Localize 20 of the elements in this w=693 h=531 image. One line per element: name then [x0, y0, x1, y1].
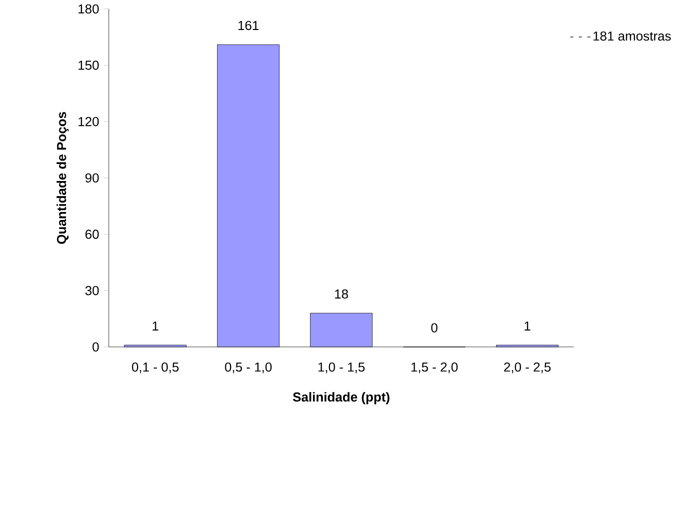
y-tick-label: 180 [78, 4, 99, 14]
data-label: 1 [152, 322, 158, 331]
y-tick-label: 120 [78, 117, 99, 126]
y-axis-title: Quantidade de Poços [56, 112, 69, 244]
data-label: 1 [524, 322, 530, 331]
y-tick-label: 30 [85, 286, 99, 296]
x-tick-label: 1,0 - 1,5 [318, 362, 365, 374]
legend-label: 181 amostras [594, 31, 671, 41]
x-tick-label: 1,5 - 2,0 [411, 362, 458, 374]
y-tick-label: 90 [85, 173, 99, 183]
data-label: 161 [238, 20, 259, 30]
y-tick-label: 0 [92, 342, 99, 352]
x-tick-label: 0,5 - 1,0 [224, 362, 272, 374]
x-tick-label: 2,0 - 2,5 [504, 362, 551, 374]
y-tick-label: 150 [78, 60, 99, 70]
y-tick-label: 60 [85, 230, 99, 239]
x-tick-label: 0,1 - 0,5 [132, 362, 179, 374]
x-axis-title: Salinidade (ppt) [292, 392, 390, 404]
data-label: 0 [431, 323, 438, 332]
data-label: 18 [335, 289, 348, 299]
